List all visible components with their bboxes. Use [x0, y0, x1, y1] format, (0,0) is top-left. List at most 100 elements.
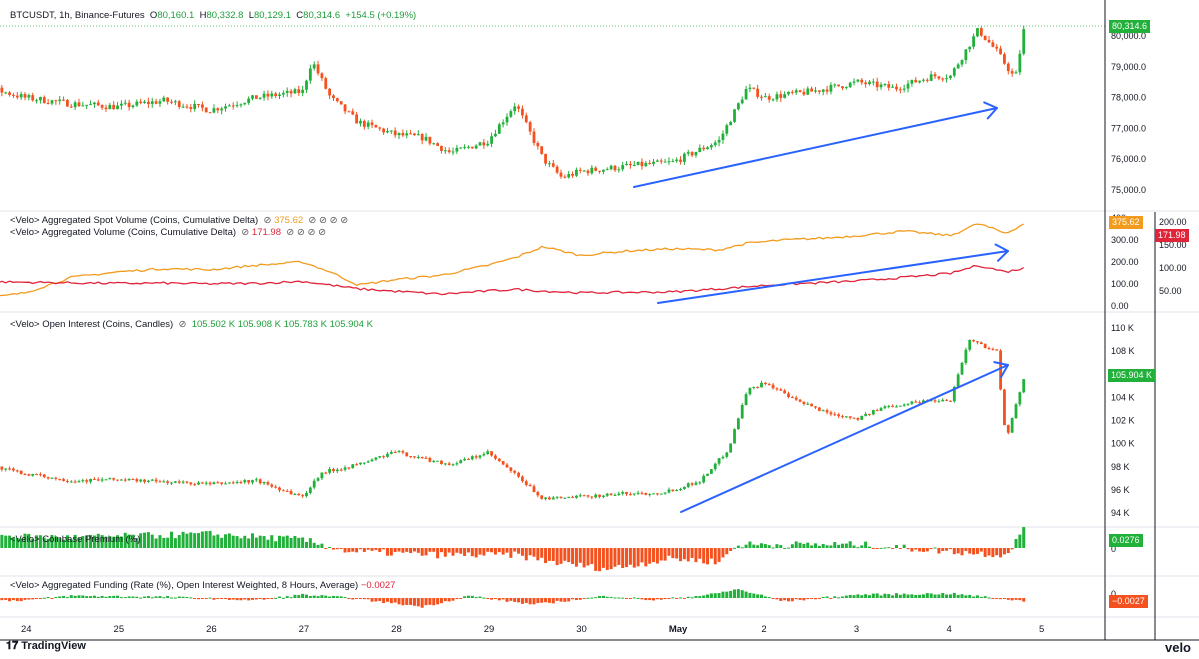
premium-bar [725, 548, 729, 555]
oi-candle-body [193, 484, 197, 486]
time-axis-label: 29 [484, 624, 495, 635]
funding-bar [972, 596, 976, 598]
premium-bar [19, 538, 23, 548]
price-candle-body [8, 92, 11, 95]
premium-bar [185, 533, 189, 548]
premium-bar [883, 547, 887, 549]
funding-bar [775, 598, 779, 600]
funding-bar [227, 598, 231, 600]
premium-bar [112, 536, 116, 548]
oi-candle-body [455, 463, 459, 465]
funding-bar [652, 598, 656, 601]
price-candle-body [382, 128, 386, 133]
funding-bar [466, 595, 470, 598]
open-value: 80,160.1 [157, 10, 195, 21]
funding-bar [725, 591, 729, 598]
oi-open-value: 105.502 K [191, 319, 236, 330]
time-axis-label: May [669, 624, 688, 635]
oi-candle-body [177, 481, 181, 483]
oi-candle-body [690, 483, 694, 485]
premium-bar [551, 548, 555, 562]
premium-bar [536, 548, 540, 561]
premium-bar [733, 547, 737, 549]
premium-bar [644, 548, 648, 567]
funding-bar [100, 595, 104, 598]
price-candle-body [154, 101, 158, 104]
oi-candle-body [405, 452, 409, 457]
trend-arrows[interactable] [633, 101, 1009, 513]
funding-bar [921, 594, 925, 598]
premium-bar [351, 548, 355, 552]
oi-candle-body [771, 384, 775, 389]
close-label: C [296, 10, 304, 21]
funding-bar [736, 589, 740, 598]
oi-candle-body [243, 480, 247, 483]
premium-bar [154, 538, 158, 548]
price-candle-body [428, 136, 432, 144]
premium-bar [131, 534, 135, 548]
oi-candle-body [999, 350, 1002, 390]
premium-bar [686, 548, 690, 562]
price-candle-body [879, 84, 883, 88]
price-candle-body [983, 35, 987, 40]
premium-label: <Velo> Coinbase Premium (%) [10, 534, 141, 545]
price-candle-body [852, 81, 856, 83]
funding-bar [331, 595, 335, 598]
price-candle-body [933, 74, 937, 77]
gridlines [0, 25, 1199, 618]
price-candle-body [563, 176, 567, 178]
oi-candle-body [443, 463, 447, 465]
price-candle-body [945, 78, 948, 80]
oi-candle-body [89, 478, 92, 482]
oi-candle-body [548, 497, 551, 500]
premium-bar [975, 548, 979, 554]
time-axis-label: 5 [1039, 624, 1044, 635]
oi-candle-body [902, 404, 906, 406]
premium-bar [574, 548, 578, 567]
funding-bar [860, 595, 864, 598]
premium-bar [254, 537, 258, 548]
funding-bar [628, 598, 632, 599]
funding-bar [675, 598, 679, 599]
premium-bar [1006, 548, 1010, 554]
premium-bar [509, 548, 513, 558]
price-candle-body [1014, 72, 1018, 74]
premium-bar [177, 535, 181, 548]
oi-candle-body [1022, 379, 1026, 393]
price-candle-body [856, 79, 860, 82]
premium-bar [38, 535, 42, 548]
funding-bar [15, 598, 19, 602]
oi-candle-body [682, 486, 686, 489]
price-candle-body [559, 172, 563, 177]
oi-candle-body [551, 497, 555, 500]
price-candle-body [702, 147, 706, 150]
oi-candle-body [698, 482, 702, 484]
funding-bar [69, 595, 73, 598]
legend-settings-icon[interactable]: ⊘ ⊘ ⊘ ⊘ [305, 215, 349, 226]
funding-bar [347, 598, 351, 600]
price-candle-body [463, 146, 466, 148]
funding-bar [524, 598, 528, 603]
price-candle-body [173, 101, 177, 103]
premium-bar [621, 548, 625, 568]
premium-bar [817, 545, 821, 548]
oi-candle-body [814, 406, 817, 408]
premium-bar [671, 548, 675, 559]
oi-candle-body [351, 464, 355, 469]
price-candle-body [663, 161, 667, 163]
premium-bar [308, 538, 312, 548]
oi-candle-body [875, 410, 879, 412]
premium-bar [274, 541, 278, 548]
premium-bar [328, 546, 332, 548]
oi-candle-body [77, 481, 81, 483]
premium-bar [193, 533, 197, 548]
price-candle-body [914, 79, 918, 83]
premium-bar [952, 548, 956, 555]
tradingview-logo[interactable]: 𝟏𝟕 TradingView [6, 640, 86, 653]
premium-bar [544, 548, 548, 564]
oi-candle-body [305, 492, 308, 497]
oi-candle-body [1003, 389, 1006, 426]
legend-settings-icon[interactable]: ⊘ ⊘ ⊘ ⊘ [283, 227, 327, 238]
price-candle-body [490, 136, 493, 144]
funding-bar [439, 598, 443, 604]
